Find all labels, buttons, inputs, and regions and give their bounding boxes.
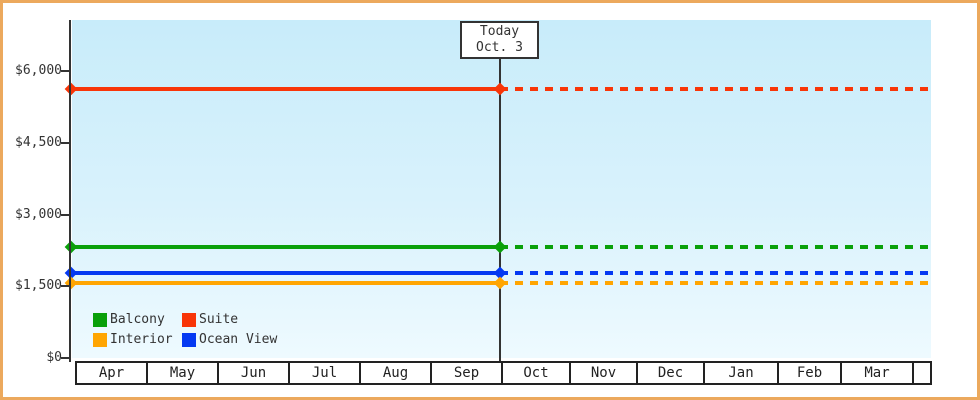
y-tick-mark — [61, 141, 69, 144]
legend-label: Ocean View — [199, 332, 278, 347]
month-cell-jan: Jan — [705, 363, 779, 383]
month-cell-trailing-stub — [914, 363, 930, 383]
y-tick-label: $6,000 — [15, 63, 62, 78]
legend-swatch-balcony — [93, 312, 107, 327]
today-label: Today — [479, 24, 520, 39]
legend-label: Suite — [199, 312, 239, 327]
legend-label: Interior — [110, 332, 173, 347]
legend-label: Balcony — [110, 312, 165, 327]
series-line-dashed-balcony — [500, 244, 931, 249]
today-callout-box: Today Oct. 3 — [460, 21, 539, 59]
month-cell-may: May — [148, 363, 219, 383]
y-tick-mark — [61, 357, 69, 359]
y-tick-label: $1,500 — [15, 278, 62, 294]
month-cell-jul: Jul — [290, 363, 361, 383]
month-axis-strip: Apr May Jun Jul Aug Sep Oct Nov Dec Jan Feb Mar — [75, 361, 932, 385]
y-tick-mark — [61, 285, 69, 288]
legend-swatch-interior — [93, 332, 107, 347]
month-cell-aug: Aug — [361, 363, 432, 383]
month-cell-nov: Nov — [571, 363, 638, 383]
series-line-solid-ocean-view — [71, 271, 500, 276]
month-cell-apr: Apr — [77, 363, 148, 383]
legend-swatch-suite — [182, 312, 196, 327]
month-cell-dec: Dec — [638, 363, 705, 383]
month-cell-oct: Oct — [503, 363, 571, 383]
month-cell-sep: Sep — [432, 363, 503, 383]
today-vertical-line — [499, 59, 501, 361]
y-axis-line — [69, 20, 71, 362]
series-line-dashed-interior — [500, 280, 931, 285]
y-tick-label: $3,000 — [15, 206, 62, 222]
legend-item-interior: Interior — [93, 332, 173, 347]
plot-area — [72, 20, 931, 358]
month-cell-feb: Feb — [779, 363, 842, 383]
y-tick-mark — [61, 70, 69, 72]
series-line-solid-suite — [71, 86, 500, 91]
legend-item-suite: Suite — [182, 312, 238, 327]
series-line-dashed-ocean-view — [500, 271, 931, 276]
series-line-dashed-suite — [500, 86, 931, 91]
month-cell-mar: Mar — [842, 363, 914, 383]
month-cell-jun: Jun — [219, 363, 290, 383]
legend-swatch-ocean-view — [182, 332, 196, 347]
y-tick-label: $4,500 — [15, 134, 62, 150]
legend-item-ocean-view: Ocean View — [182, 332, 277, 347]
today-date: Oct. 3 — [476, 40, 523, 55]
legend-item-balcony: Balcony — [93, 312, 165, 327]
y-tick-mark — [61, 213, 69, 216]
y-tick-label: $0 — [46, 350, 62, 365]
series-line-solid-interior — [71, 280, 500, 285]
series-line-solid-balcony — [71, 244, 500, 249]
